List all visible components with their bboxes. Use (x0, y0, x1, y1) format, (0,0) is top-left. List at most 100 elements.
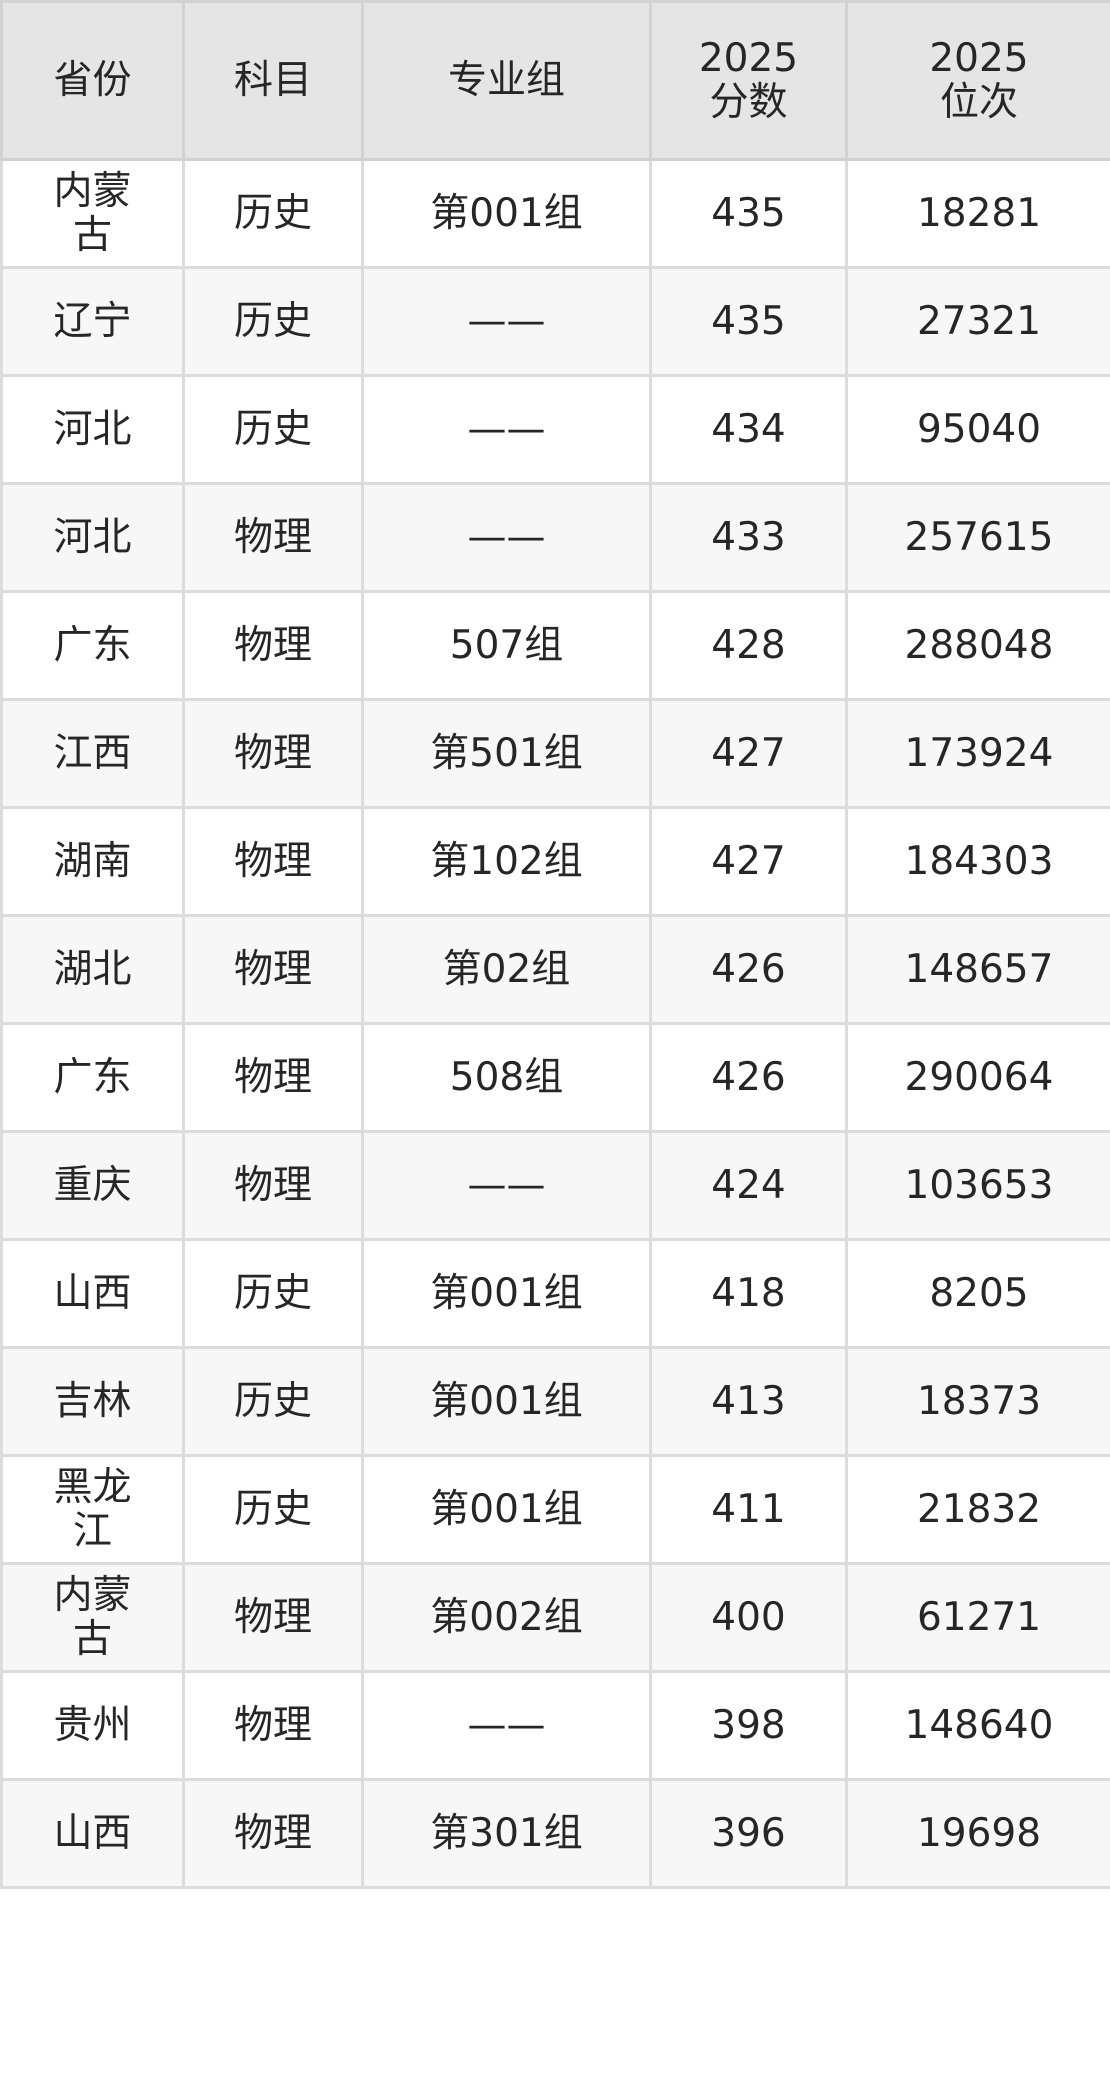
cell-major-group: 第02组 (361, 914, 652, 1025)
header-rank: 2025 位次 (845, 0, 1110, 161)
cell-rank: 288048 (845, 590, 1110, 701)
cell-score: 424 (649, 1130, 848, 1241)
cell-rank: 184303 (845, 806, 1110, 917)
table-row: 黑龙江 历史 第001组 411 21832 (0, 1454, 1110, 1565)
cell-score: 435 (649, 266, 848, 377)
cell-subject: 历史 (182, 158, 364, 269)
table-row: 湖南 物理 第102组 427 184303 (0, 806, 1110, 917)
cell-major-group: 第001组 (361, 1454, 652, 1565)
header-province: 省份 (0, 0, 185, 161)
cell-province: 内蒙古 (0, 158, 185, 269)
cell-score: 428 (649, 590, 848, 701)
table-row: 贵州 物理 —— 398 148640 (0, 1670, 1110, 1781)
header-label: 2025 (698, 35, 799, 81)
cell-score: 434 (649, 374, 848, 485)
cell-score: 398 (649, 1670, 848, 1781)
header-label: 2025 (929, 35, 1029, 81)
cell-province: 河北 (0, 482, 185, 593)
cell-province: 山西 (0, 1238, 185, 1349)
cell-province: 广东 (0, 590, 185, 701)
cell-major-group: 第001组 (361, 158, 652, 269)
cell-subject: 历史 (182, 374, 364, 485)
cell-subject: 物理 (182, 914, 364, 1025)
cell-score: 426 (649, 914, 848, 1025)
cell-major-group: 508组 (361, 1022, 652, 1133)
cell-rank: 18281 (845, 158, 1110, 269)
cell-rank: 290064 (845, 1022, 1110, 1133)
table-row: 内蒙古 物理 第002组 400 61271 (0, 1562, 1110, 1673)
cell-subject: 物理 (182, 806, 364, 917)
cell-rank: 27321 (845, 266, 1110, 377)
header-label: 位次 (939, 79, 1018, 125)
header-label: 省份 (53, 57, 132, 103)
cell-province: 湖北 (0, 914, 185, 1025)
cell-rank: 148657 (845, 914, 1110, 1025)
cell-rank: 173924 (845, 698, 1110, 809)
header-subject: 科目 (182, 0, 364, 161)
cell-subject: 物理 (182, 590, 364, 701)
header-major-group: 专业组 (361, 0, 652, 161)
cell-province: 吉林 (0, 1346, 185, 1457)
header-label: 科目 (233, 57, 312, 103)
cell-rank: 19698 (845, 1778, 1110, 1889)
cell-rank: 103653 (845, 1130, 1110, 1241)
admission-scores-table: 省份 科目 专业组 2025 分数 2025 位次 内蒙古 历史 第001组 435 182… (0, 0, 1110, 1889)
cell-major-group: —— (361, 482, 652, 593)
table-row: 山西 历史 第001组 418 8205 (0, 1238, 1110, 1349)
cell-rank: 148640 (845, 1670, 1110, 1781)
cell-province: 江西 (0, 698, 185, 809)
cell-subject: 物理 (182, 698, 364, 809)
table-row: 山西 物理 第301组 396 19698 (0, 1778, 1110, 1889)
cell-subject: 历史 (182, 1238, 364, 1349)
table-row: 江西 物理 第501组 427 173924 (0, 698, 1110, 809)
cell-province: 广东 (0, 1022, 185, 1133)
cell-score: 413 (649, 1346, 848, 1457)
cell-major-group: —— (361, 1130, 652, 1241)
cell-score: 433 (649, 482, 848, 593)
cell-province: 贵州 (0, 1670, 185, 1781)
cell-score: 427 (649, 698, 848, 809)
cell-rank: 8205 (845, 1238, 1110, 1349)
table-row: 湖北 物理 第02组 426 148657 (0, 914, 1110, 1025)
table-row: 河北 物理 —— 433 257615 (0, 482, 1110, 593)
cell-major-group: —— (361, 1670, 652, 1781)
cell-major-group: 第001组 (361, 1238, 652, 1349)
table-row: 内蒙古 历史 第001组 435 18281 (0, 158, 1110, 269)
cell-major-group: —— (361, 266, 652, 377)
cell-subject: 历史 (182, 1454, 364, 1565)
cell-province: 内蒙古 (0, 1562, 185, 1673)
cell-rank: 257615 (845, 482, 1110, 593)
table-row: 辽宁 历史 —— 435 27321 (0, 266, 1110, 377)
cell-score: 396 (649, 1778, 848, 1889)
cell-subject: 物理 (182, 1130, 364, 1241)
cell-province: 重庆 (0, 1130, 185, 1241)
cell-subject: 物理 (182, 1562, 364, 1673)
cell-province: 河北 (0, 374, 185, 485)
cell-subject: 物理 (182, 1022, 364, 1133)
cell-subject: 历史 (182, 266, 364, 377)
cell-province: 山西 (0, 1778, 185, 1889)
table-row: 重庆 物理 —— 424 103653 (0, 1130, 1110, 1241)
cell-rank: 61271 (845, 1562, 1110, 1673)
cell-subject: 物理 (182, 482, 364, 593)
header-score: 2025 分数 (649, 0, 848, 161)
cell-major-group: 第501组 (361, 698, 652, 809)
cell-rank: 95040 (845, 374, 1110, 485)
cell-province: 黑龙江 (0, 1454, 185, 1565)
cell-province: 湖南 (0, 806, 185, 917)
cell-rank: 21832 (845, 1454, 1110, 1565)
cell-score: 418 (649, 1238, 848, 1349)
header-label: 分数 (709, 79, 788, 125)
cell-score: 427 (649, 806, 848, 917)
header-label: 专业组 (447, 57, 565, 103)
cell-score: 435 (649, 158, 848, 269)
cell-score: 426 (649, 1022, 848, 1133)
cell-subject: 历史 (182, 1346, 364, 1457)
table-row: 吉林 历史 第001组 413 18373 (0, 1346, 1110, 1457)
header-row: 省份 科目 专业组 2025 分数 2025 位次 (0, 0, 1110, 161)
cell-major-group: 507组 (361, 590, 652, 701)
table-row: 广东 物理 507组 428 288048 (0, 590, 1110, 701)
cell-major-group: 第102组 (361, 806, 652, 917)
cell-major-group: 第301组 (361, 1778, 652, 1889)
cell-province: 辽宁 (0, 266, 185, 377)
